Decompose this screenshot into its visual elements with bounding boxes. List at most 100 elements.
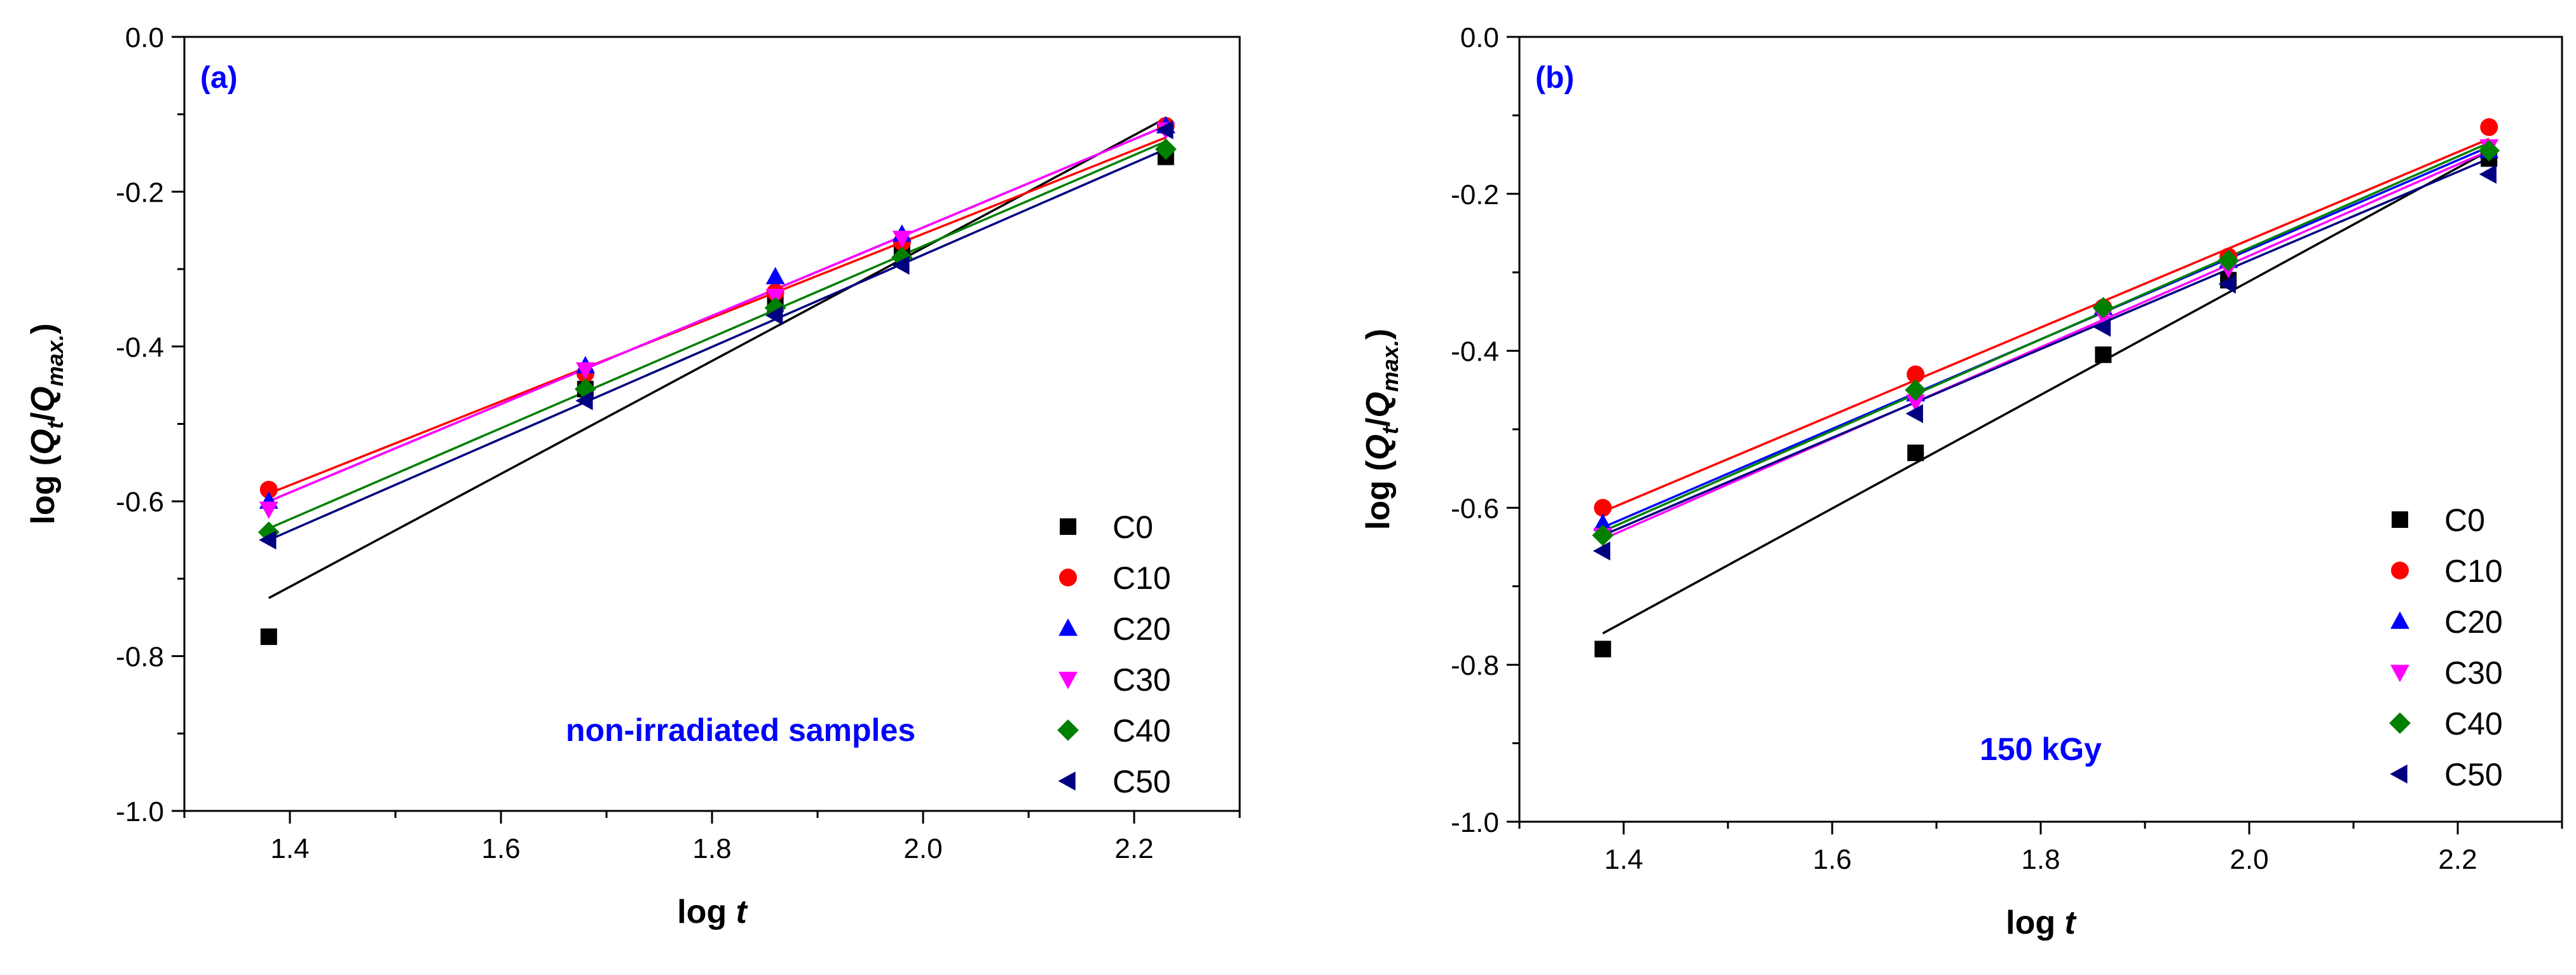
legend-marker-c30 <box>1058 672 1078 689</box>
legend-marker-c40 <box>1057 719 1079 741</box>
legend: C0 C10 C20 C30 C40 C50 <box>2389 502 2503 792</box>
data-point-c10 <box>1907 365 1925 384</box>
data-point-c40 <box>2478 140 2500 162</box>
x-tick-label: 2.2 <box>2438 844 2477 875</box>
x-axis-title: log t <box>2006 904 2077 941</box>
y-tick-label: -0.4 <box>1451 336 1499 368</box>
fit-line-c40 <box>268 140 1167 530</box>
x-tick-label: 1.6 <box>1812 844 1851 875</box>
x-tick-label: 2.2 <box>1114 833 1153 864</box>
panel-annotation: 150 kGy <box>1980 731 2102 767</box>
data-point-c0 <box>260 628 277 646</box>
data-point-c40 <box>2217 249 2240 272</box>
fit-line-c10 <box>268 136 1167 495</box>
legend-label-c0: C0 <box>2444 502 2485 538</box>
y-tick-label: -0.2 <box>116 177 164 208</box>
data-point-c40 <box>764 297 786 319</box>
legend-label-c30: C30 <box>1113 662 1171 698</box>
legend-label-c20: C20 <box>2444 604 2503 640</box>
chart-panel-b: 1.4 1.6 1.8 2.0 2.2 0.0 -0.2 -0.4 -0.6 -0.8 -1.0 lo… <box>1360 22 2563 941</box>
y-tick-label: -0.6 <box>116 487 164 518</box>
x-tick-label: 1.4 <box>1604 844 1643 875</box>
data-point-c50 <box>1593 541 1610 561</box>
y-tick-label: -0.6 <box>1451 493 1499 524</box>
data-point-c40 <box>2092 296 2114 319</box>
fit-line-c30 <box>1602 149 2490 541</box>
legend-label-c10: C10 <box>1113 560 1171 596</box>
legend-label-c20: C20 <box>1113 611 1171 647</box>
data-point-c0 <box>1907 445 1924 462</box>
legend-marker-c20 <box>2390 611 2409 629</box>
y-tick-label: -0.2 <box>1451 179 1499 211</box>
data-point-c20 <box>765 266 785 284</box>
x-tick-label: 1.8 <box>2021 844 2060 875</box>
data-point-c50 <box>892 256 910 275</box>
fit-line-c0 <box>268 117 1167 599</box>
y-axis-title: log (Qt/Qmax.) <box>25 323 68 525</box>
data-point-c30 <box>892 230 912 249</box>
y-axis-title: log (Qt/Qmax.) <box>1360 329 1403 530</box>
fit-line-c50 <box>1602 157 2490 537</box>
y-tick-label: 0.0 <box>1460 22 1499 53</box>
legend-label-c30: C30 <box>2444 655 2503 691</box>
legend-marker-c50 <box>2390 764 2408 784</box>
legend-marker-c10 <box>1059 569 1077 586</box>
data-point-c50 <box>1156 120 1174 139</box>
data-point-c50 <box>2218 274 2236 294</box>
data-point-c40 <box>1154 138 1177 160</box>
data-point-c20 <box>1593 513 1613 531</box>
data-point-c10 <box>259 480 278 499</box>
fit-line-c10 <box>1602 137 2490 513</box>
y-tick-label: -0.8 <box>1451 650 1499 681</box>
legend-marker-c0 <box>2392 511 2408 528</box>
panel-annotation: non-irradiated samples <box>566 712 915 748</box>
y-tick-label: -1.0 <box>1451 807 1499 838</box>
x-tick-label: 2.0 <box>903 833 942 864</box>
chart-panel-a: 1.4 1.6 1.8 2.0 2.2 0.0 -0.2 -0.4 -0.6 -0.8 -1.0 lo… <box>25 22 1241 930</box>
data-point-c50 <box>1905 404 1923 424</box>
y-tick-label: -0.8 <box>116 642 164 673</box>
data-point-c10 <box>1594 499 1612 517</box>
y-tick-label: -0.4 <box>116 332 164 363</box>
data-point-c10 <box>2480 118 2498 136</box>
x-tick-label: 2.0 <box>2230 844 2268 875</box>
legend-label-c40: C40 <box>2444 706 2503 742</box>
data-point-c50 <box>2093 317 2111 337</box>
data-point-c30 <box>259 501 278 519</box>
x-tick-label: 1.8 <box>692 833 731 864</box>
legend-marker-c50 <box>1058 771 1076 791</box>
y-tick-label: -1.0 <box>116 796 164 827</box>
legend-label-c40: C40 <box>1113 713 1171 749</box>
x-tick-label: 1.6 <box>481 833 520 864</box>
panel-label: (b) <box>1535 61 1574 95</box>
legend-marker-c10 <box>2391 562 2409 579</box>
data-point-c50 <box>259 530 277 550</box>
legend-label-c10: C10 <box>2444 553 2503 589</box>
legend-label-c50: C50 <box>1113 764 1171 799</box>
fit-line-c30 <box>268 125 1167 502</box>
data-point-c30 <box>575 362 595 380</box>
panel-label: (a) <box>200 61 238 95</box>
data-point-c0 <box>1594 640 1612 658</box>
data-point-c50 <box>2479 165 2497 184</box>
data-point-c40 <box>1592 524 1614 546</box>
x-axis-title: log t <box>677 894 748 930</box>
data-point-c40 <box>1905 379 1927 401</box>
x-tick-label: 1.4 <box>270 833 309 864</box>
legend-marker-c30 <box>2390 665 2409 682</box>
legend-label-c50: C50 <box>2444 757 2503 792</box>
data-point-c30 <box>1906 394 1926 412</box>
fit-line-c0 <box>1602 149 2490 635</box>
data-point-c50 <box>765 306 783 326</box>
fit-line-c50 <box>268 148 1167 541</box>
fit-line-c40 <box>1602 141 2490 533</box>
legend-marker-c20 <box>1058 618 1078 636</box>
y-tick-label: 0.0 <box>125 22 164 53</box>
data-point-c50 <box>575 391 593 410</box>
legend-marker-c0 <box>1060 518 1076 535</box>
legend-marker-c40 <box>2389 712 2411 734</box>
data-point-c0 <box>2095 346 2112 363</box>
legend-label-c0: C0 <box>1113 509 1153 545</box>
